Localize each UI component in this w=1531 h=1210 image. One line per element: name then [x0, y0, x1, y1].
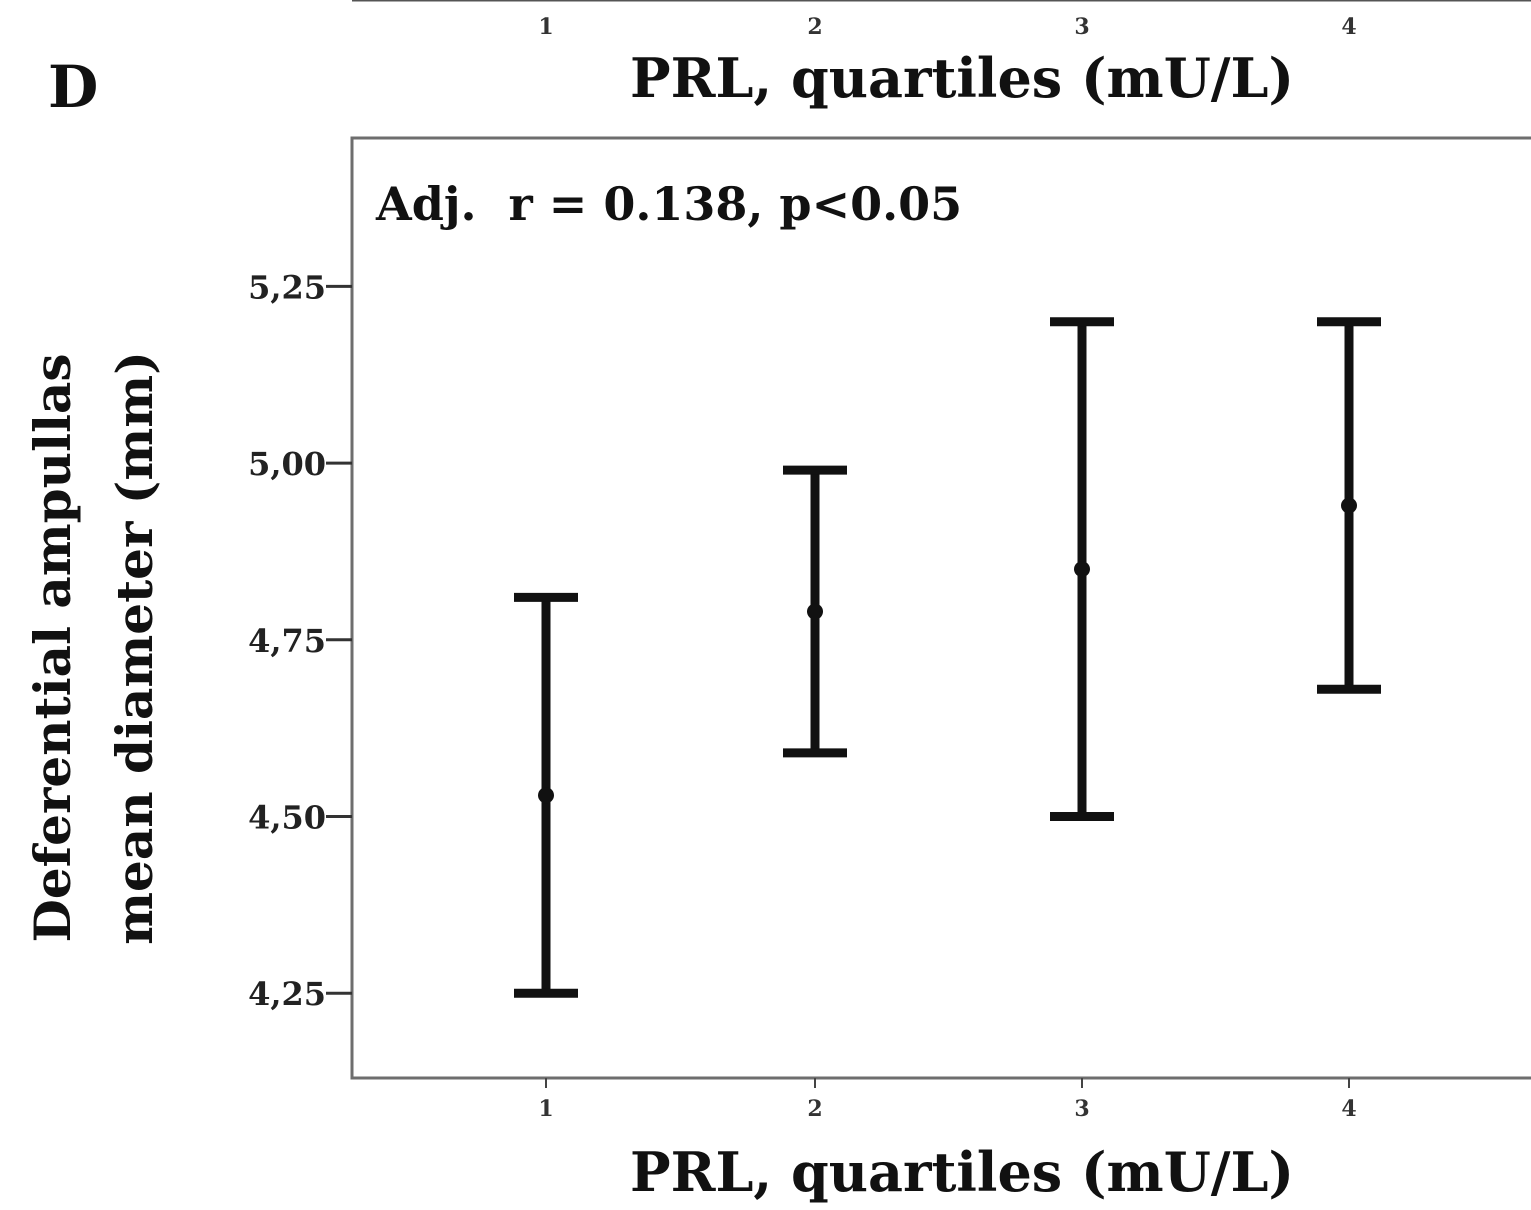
top-panel-tick-labels: 1 2 3 4: [538, 14, 1356, 40]
correlation-annotation: Adj. r = 0.138, p<0.05: [375, 177, 962, 231]
mean-point: [1074, 561, 1090, 578]
x-tick-label: 2: [807, 1096, 822, 1122]
top-x-tick-label: 4: [1341, 14, 1356, 40]
y-tick-label: 4,75: [248, 622, 326, 660]
y-tick-label: 5,25: [248, 268, 326, 306]
top-x-tick-label: 3: [1074, 14, 1089, 40]
y-tick-label: 5,00: [248, 445, 326, 483]
x-axis: 1 2 3 4: [538, 1078, 1357, 1122]
x-tick-label: 1: [538, 1096, 553, 1122]
x-tick-label: 4: [1341, 1096, 1356, 1122]
y-axis-title-line-2: mean diameter (mm): [105, 351, 164, 945]
mean-point: [1341, 497, 1357, 514]
y-axis-title: Deferential ampullas mean diameter (mm): [23, 351, 164, 945]
top-x-tick-label: 2: [807, 14, 822, 40]
mean-point: [538, 787, 554, 804]
top-panel-x-axis-label: PRL, quartiles (mU/L): [630, 46, 1294, 110]
top-x-tick-label: 1: [538, 14, 553, 40]
mean-point: [807, 603, 823, 620]
y-tick-label: 4,25: [248, 975, 326, 1013]
error-bars: [514, 317, 1381, 998]
error-bar: [1050, 317, 1114, 821]
x-tick-label: 3: [1074, 1096, 1089, 1122]
y-tick-label: 4,50: [248, 798, 326, 836]
error-bar: [514, 592, 578, 998]
plot-frame: [350, 136, 1531, 1080]
x-axis-title: PRL, quartiles (mU/L): [630, 1140, 1294, 1204]
y-axis-title-line-1: Deferential ampullas: [23, 353, 82, 942]
y-axis: 4,25 4,50 4,75 5,00 5,25: [248, 268, 352, 1013]
panel-label: D: [48, 53, 98, 121]
error-bar: [1317, 317, 1381, 694]
error-bar: [783, 465, 847, 758]
